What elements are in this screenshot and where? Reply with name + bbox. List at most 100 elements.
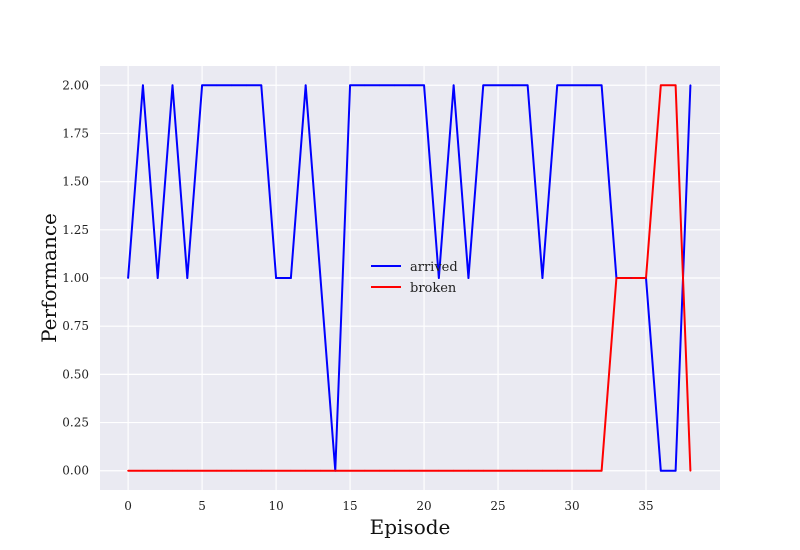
- data-point-arrived: [349, 84, 351, 87]
- data-point-arrived: [497, 84, 499, 87]
- data-point-arrived: [674, 469, 677, 472]
- data-point-arrived: [467, 277, 470, 279]
- data-point-arrived: [600, 84, 603, 87]
- data-point-arrived: [319, 277, 322, 279]
- y-tick-label: 1.25: [62, 223, 89, 237]
- data-point-arrived: [245, 84, 248, 87]
- data-point-broken: [334, 469, 337, 472]
- data-point-broken: [615, 277, 618, 279]
- data-point-arrived: [289, 277, 292, 279]
- x-axis-ticks: 0 5 10 15 20 25 30 35: [124, 499, 653, 513]
- data-point-broken: [260, 469, 263, 472]
- y-axis-ticks: 0.00 0.25 0.50 0.75 1.00 1.25 1.50 1.75 2.00: [62, 78, 89, 477]
- data-point-arrived: [526, 84, 529, 87]
- legend-label-broken: broken: [410, 281, 457, 296]
- data-point-arrived: [171, 84, 174, 87]
- legend: arrived broken: [371, 260, 458, 296]
- data-point-arrived: [304, 84, 307, 87]
- data-point-broken: [393, 469, 396, 472]
- data-point-arrived: [556, 84, 559, 87]
- data-point-broken: [127, 469, 130, 472]
- data-point-broken: [526, 469, 529, 472]
- data-point-broken: [423, 469, 425, 472]
- y-tick-label: 2.00: [62, 78, 89, 92]
- data-point-arrived: [511, 84, 514, 87]
- x-tick-label: 35: [638, 499, 653, 513]
- data-point-broken: [659, 84, 662, 87]
- data-point-broken: [452, 469, 455, 472]
- data-point-broken: [600, 469, 603, 472]
- data-point-broken: [630, 277, 633, 279]
- series-points: [127, 84, 692, 472]
- x-axis-label: Episode: [370, 515, 451, 539]
- data-point-broken: [571, 469, 573, 472]
- x-tick-label: 25: [490, 499, 505, 513]
- data-point-broken: [511, 469, 514, 472]
- y-tick-label: 0.50: [62, 367, 89, 381]
- y-tick-label: 1.00: [62, 271, 89, 285]
- x-tick-label: 5: [198, 499, 206, 513]
- data-point-arrived: [408, 84, 411, 87]
- data-point-broken: [378, 469, 381, 472]
- y-tick-label: 0.25: [62, 416, 89, 430]
- data-point-broken: [245, 469, 248, 472]
- data-point-broken: [482, 469, 485, 472]
- x-tick-label: 0: [124, 499, 132, 513]
- y-tick-label: 0.75: [62, 319, 89, 333]
- x-tick-label: 10: [268, 499, 283, 513]
- x-tick-label: 15: [342, 499, 357, 513]
- data-point-broken: [186, 469, 189, 472]
- data-point-arrived: [230, 84, 233, 87]
- data-point-arrived: [186, 277, 189, 279]
- data-point-arrived: [393, 84, 396, 87]
- data-point-broken: [408, 469, 411, 472]
- data-point-arrived: [260, 84, 263, 87]
- data-point-broken: [556, 469, 559, 472]
- data-point-broken: [156, 469, 159, 472]
- data-point-arrived: [127, 277, 130, 279]
- data-point-arrived: [571, 84, 573, 87]
- data-point-arrived: [423, 84, 425, 87]
- y-tick-label: 1.75: [62, 126, 89, 140]
- data-point-broken: [304, 469, 307, 472]
- y-tick-label: 0.00: [62, 464, 89, 478]
- data-point-broken: [275, 469, 277, 472]
- data-point-broken: [230, 469, 233, 472]
- data-point-arrived: [482, 84, 485, 87]
- data-point-arrived: [275, 277, 277, 279]
- data-point-arrived: [363, 84, 366, 87]
- data-point-broken: [201, 469, 204, 472]
- data-point-arrived: [541, 277, 544, 279]
- y-tick-label: 1.50: [62, 175, 89, 189]
- y-axis-label: Performance: [37, 213, 61, 343]
- data-point-broken: [497, 469, 499, 472]
- data-point-broken: [349, 469, 351, 472]
- data-point-arrived: [201, 84, 204, 87]
- legend-label-arrived: arrived: [410, 260, 458, 275]
- data-point-arrived: [215, 84, 218, 87]
- data-point-broken: [319, 469, 322, 472]
- data-point-broken: [289, 469, 292, 472]
- data-point-arrived: [659, 469, 662, 472]
- data-point-broken: [674, 84, 677, 87]
- x-tick-label: 30: [564, 499, 579, 513]
- data-point-broken: [645, 277, 647, 279]
- data-point-arrived: [585, 84, 588, 87]
- x-tick-label: 20: [416, 499, 431, 513]
- data-point-arrived: [142, 84, 144, 87]
- data-point-arrived: [452, 84, 455, 87]
- data-point-broken: [215, 469, 218, 472]
- data-point-broken: [171, 469, 174, 472]
- data-point-arrived: [378, 84, 381, 87]
- data-point-arrived: [689, 84, 692, 87]
- data-point-broken: [437, 469, 440, 472]
- data-point-broken: [689, 469, 692, 472]
- data-point-broken: [467, 469, 470, 472]
- data-point-broken: [541, 469, 544, 472]
- data-point-arrived: [437, 277, 440, 279]
- data-point-arrived: [156, 277, 159, 279]
- data-point-broken: [142, 469, 144, 472]
- data-point-broken: [363, 469, 366, 472]
- data-point-broken: [585, 469, 588, 472]
